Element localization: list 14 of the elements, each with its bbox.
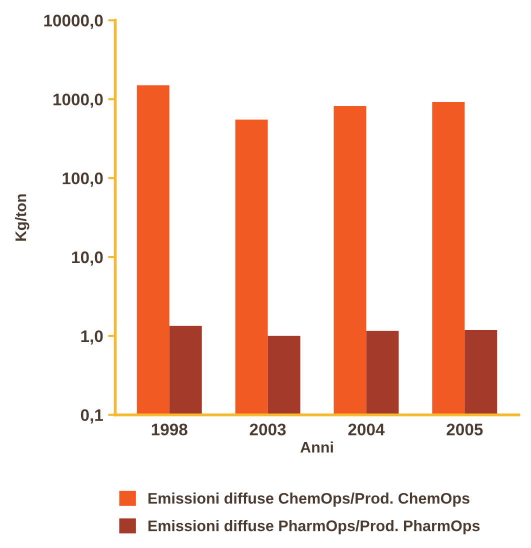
y-tick-label: 0,1 xyxy=(80,409,103,424)
y-tick-label: 1,0 xyxy=(81,330,103,345)
legend-label: Emissioni diffuse ChemOps/Prod. ChemOps xyxy=(148,492,470,507)
y-tick-label: 100,0 xyxy=(62,172,103,187)
y-tick-label: 10,0 xyxy=(72,251,103,266)
x-tick-label: 2005 xyxy=(446,424,483,436)
x-axis-title: Anni xyxy=(300,441,333,453)
x-tick-label: 1998 xyxy=(152,424,188,436)
legend-label: Emissioni diffuse PharmOps/Prod. PharmOps xyxy=(148,520,480,534)
x-tick-label: 2003 xyxy=(250,424,286,436)
y-tick-label: 10000,0 xyxy=(44,14,103,29)
y-tick-label: 1000,0 xyxy=(54,94,103,108)
y-axis-title: Kg/ton xyxy=(14,194,30,241)
x-tick-label: 2004 xyxy=(348,424,385,436)
